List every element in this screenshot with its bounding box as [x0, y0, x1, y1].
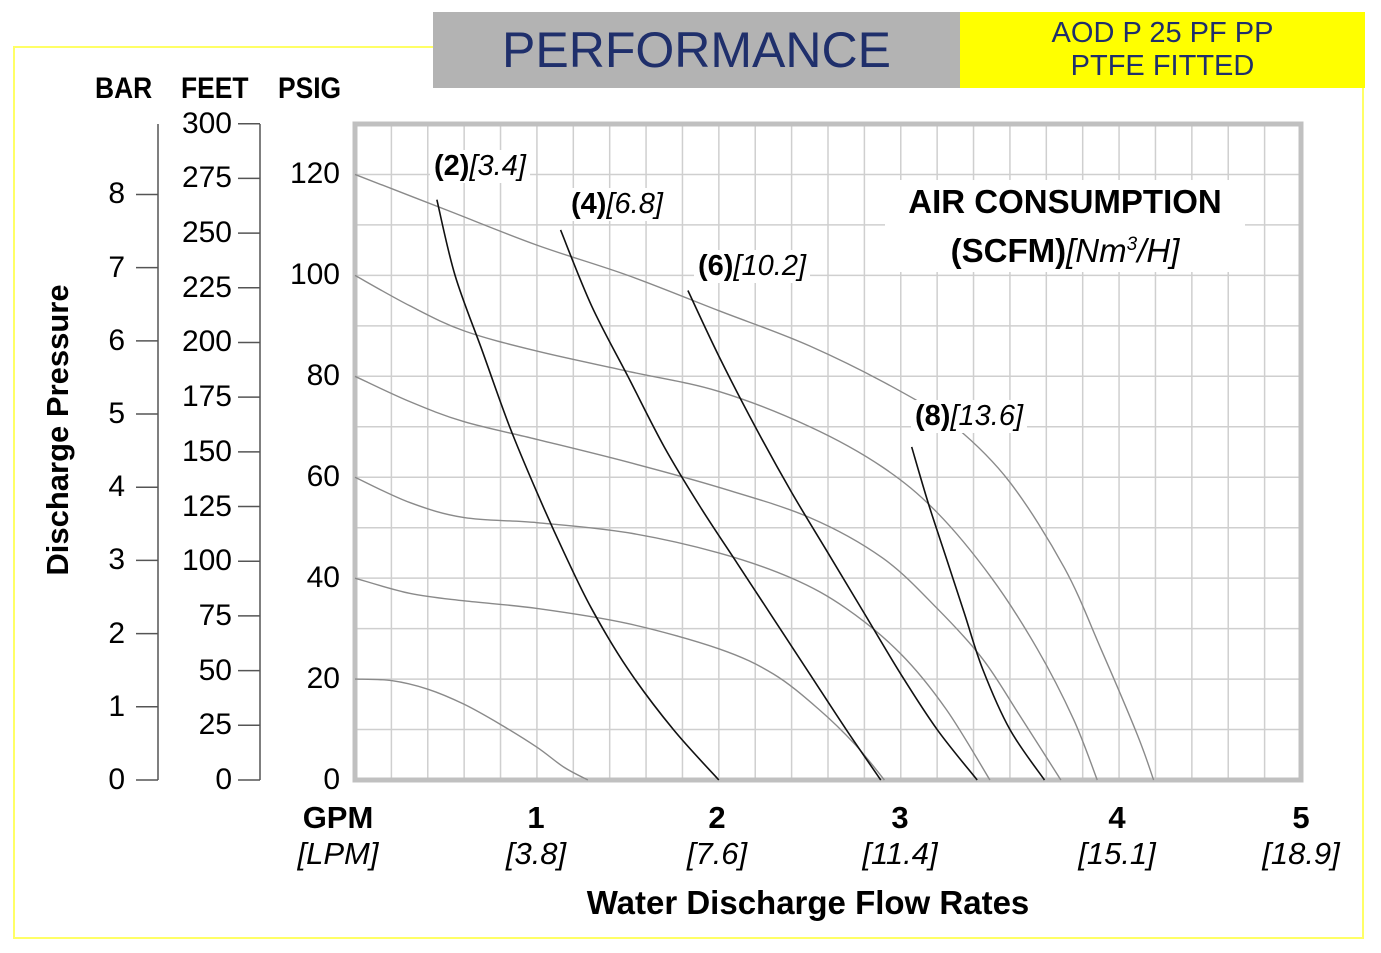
- feet-tick-label: 300: [181, 106, 232, 140]
- bar-tick-label: 6: [108, 323, 125, 357]
- feet-tick-label: 150: [181, 434, 232, 468]
- bar-tick-label: 3: [108, 543, 125, 577]
- x-unit-label: GPM [LPM]: [297, 800, 379, 871]
- feet-tick-label: 25: [198, 708, 232, 742]
- x-tick-label: 5 [18.9]: [1262, 800, 1340, 872]
- x-tick-lpm: [3.8]: [505, 836, 567, 871]
- psig-tick-label: 100: [289, 258, 340, 292]
- feet-tick-label: 75: [198, 598, 232, 632]
- air-label-8: (8)[13.6]: [911, 400, 1028, 433]
- air-curve-4: [559, 229, 882, 781]
- psig-tick-label: 60: [306, 460, 340, 494]
- model-variant: PTFE FITTED: [1070, 50, 1255, 82]
- x-axis-title: Water Discharge Flow Rates: [586, 884, 1030, 921]
- bar-tick-label: 5: [108, 397, 125, 431]
- bar-tick-label: 7: [108, 250, 125, 284]
- x-tick-gpm: 4: [1108, 800, 1126, 835]
- x-tick-label: 4 [15.1]: [1078, 800, 1156, 872]
- feet-tick-label: 50: [198, 653, 232, 687]
- psig-tick-label: 80: [306, 359, 340, 393]
- air-consumption-legend: AIR CONSUMPTION (SCFM)[Nm3/H]: [885, 180, 1245, 272]
- air-curve-2: [436, 199, 720, 781]
- air-label-2: (2)[3.4]: [430, 150, 530, 183]
- model-banner: AOD P 25 PF PP PTFE FITTED: [960, 12, 1365, 88]
- air-curve-8: [910, 446, 1046, 781]
- feet-tick-label: 125: [181, 489, 232, 523]
- bar-tick-label: 2: [108, 616, 125, 650]
- feet-tick-label: 200: [181, 325, 232, 359]
- x-tick-label: 3 [11.4]: [862, 800, 937, 872]
- air-label-6: (6)[10.2]: [694, 250, 811, 283]
- feet-tick-label: 225: [181, 270, 232, 304]
- x-tick-label: 2 [7.6]: [687, 800, 747, 872]
- bar-tick-label: 0: [108, 763, 125, 796]
- psig-tick-label: 120: [289, 157, 340, 191]
- x-tick-lpm: [18.9]: [1262, 836, 1340, 871]
- psig-tick-label: 0: [323, 763, 340, 796]
- feet-tick-label: 250: [181, 216, 232, 250]
- x-tick-label: 1 [3.8]: [506, 800, 566, 872]
- feet-tick-label: 100: [181, 544, 232, 578]
- title-banner: PERFORMANCE: [433, 12, 960, 88]
- bar-tick-label: 8: [108, 177, 125, 211]
- bar-tick-label: 4: [108, 470, 125, 504]
- feet-tick-label: 275: [181, 161, 232, 195]
- psig-axis-header: PSIG: [278, 72, 342, 105]
- model-name: AOD P 25 PF PP: [1051, 17, 1274, 49]
- air-consumption-title: AIR CONSUMPTION: [908, 183, 1222, 220]
- air-curve-6: [687, 290, 978, 781]
- pressure-curve-20: [354, 678, 589, 781]
- x-tick-gpm: 1: [527, 800, 545, 835]
- x-tick-lpm: [11.4]: [862, 836, 938, 871]
- x-tick-gpm: 2: [708, 800, 726, 835]
- air-consumption-unit: (SCFM)[Nm3/H]: [950, 232, 1180, 269]
- x-tick-lpm: [15.1]: [1078, 836, 1156, 871]
- feet-tick-label: 0: [215, 763, 232, 796]
- bar-tick-label: 1: [108, 689, 125, 723]
- pressure-curve-80: [354, 375, 1062, 781]
- x-tick-lpm: [7.6]: [686, 836, 748, 871]
- pressure-curve-60: [354, 476, 991, 781]
- x-tick-gpm: 5: [1292, 800, 1310, 835]
- pressure-curve-120: [354, 173, 1155, 781]
- feet-tick-label: 175: [181, 380, 232, 414]
- pressure-curve-40: [354, 577, 885, 781]
- air-label-4: (4)[6.8]: [567, 188, 667, 221]
- x-tick-gpm: 3: [891, 800, 909, 835]
- psig-tick-label: 40: [306, 561, 340, 595]
- chart-title: PERFORMANCE: [502, 22, 891, 78]
- plot-border: [352, 121, 1304, 783]
- psig-tick-label: 20: [306, 662, 340, 696]
- feet-axis-header: FEET: [181, 72, 249, 105]
- bar-axis-header: BAR: [95, 72, 153, 105]
